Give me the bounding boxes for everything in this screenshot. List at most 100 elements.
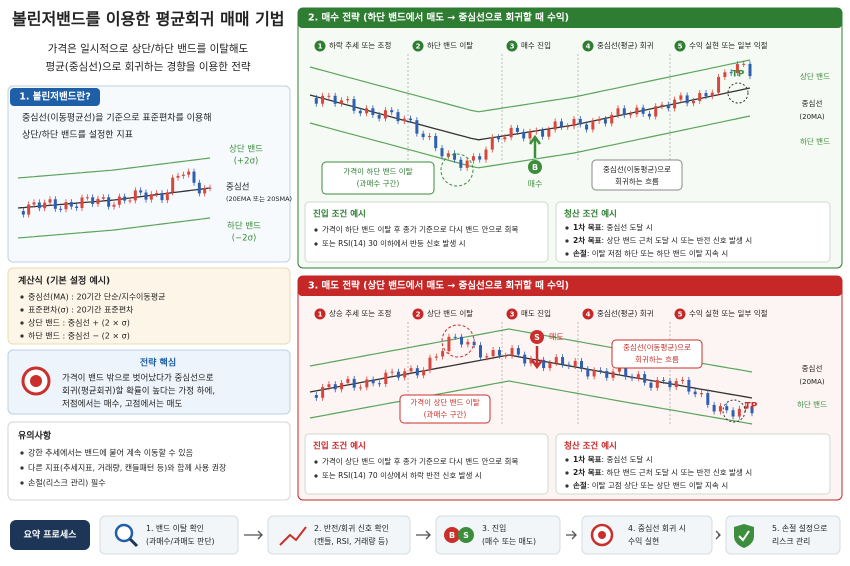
candle: [460, 336, 464, 345]
candle: [554, 357, 558, 364]
bullet: [314, 460, 318, 464]
step-num-bg: [674, 308, 686, 320]
candle: [729, 72, 733, 74]
arrow: [530, 346, 544, 370]
label: S: [534, 333, 540, 342]
bullet: [565, 471, 569, 475]
candle: [553, 121, 557, 130]
box: [7, 421, 291, 501]
section-title: 3. 매도 전략 (상단 밴드에서 매도 → 중심선으로 회귀할 때 수익): [308, 280, 569, 292]
step-num-bg: [506, 40, 518, 52]
box: [7, 349, 291, 415]
exit-item: 2차 목표: 상단 밴드 근처 도달 시 또는 반전 신호 발생 시: [573, 235, 752, 245]
candle: [314, 98, 318, 104]
candle: [572, 118, 576, 127]
label: 표준편차(σ) : 20기간 표준편차: [28, 305, 134, 315]
candle: [321, 95, 325, 104]
candle: [428, 357, 432, 371]
candle: [566, 126, 570, 128]
label: (20EMA 또는 20SMA): [226, 195, 292, 203]
label: (−2σ): [232, 234, 257, 244]
label: 중심선(평균) 회귀: [597, 308, 654, 318]
label: 4: [586, 311, 591, 319]
box: [7, 267, 291, 345]
candle: [586, 368, 590, 377]
candle: [516, 348, 520, 355]
candle: [171, 177, 175, 193]
candle: [542, 359, 546, 369]
candle: [635, 107, 639, 115]
exit-label: 손절: [573, 248, 587, 258]
candle: [471, 156, 475, 161]
label: 2: [416, 43, 421, 51]
candle: [176, 175, 180, 178]
label: 중심선: [226, 182, 249, 193]
candle: [377, 114, 381, 119]
candle: [522, 131, 526, 139]
signal-badge: [530, 330, 544, 344]
label: 2. 반전/회귀 신호 확인: [314, 523, 389, 533]
label: 하단 밴드 : 중심선 − (2 × σ): [28, 331, 130, 341]
exit-item: 1차 목표: 중심선 도달 시: [573, 454, 653, 464]
candle: [197, 182, 201, 194]
candle: [107, 197, 111, 207]
candle: [409, 118, 413, 121]
candle: [478, 345, 482, 358]
label: (캔들, RSI, 거래량 등): [314, 536, 388, 546]
candle: [597, 119, 601, 121]
candle: [591, 120, 595, 130]
candle: [510, 348, 514, 356]
icon: [738, 530, 750, 542]
subtitle: 가격은 일시적으로 상단/하단 밴드를 이탈해도: [48, 42, 249, 55]
candle: [616, 108, 620, 115]
candle: [603, 119, 607, 124]
label: 상단 밴드: [229, 144, 263, 155]
exit-label: 2차 목표: [573, 467, 602, 477]
candle: [139, 190, 143, 193]
candle: [327, 95, 331, 97]
candle: [528, 131, 532, 139]
bullet: [20, 451, 24, 455]
candle: [559, 121, 563, 127]
candle: [112, 204, 116, 207]
candle: [403, 371, 407, 378]
label: 중심선: [802, 98, 823, 108]
label: 상단 밴드: [800, 71, 830, 81]
highlight: [722, 399, 746, 423]
label: 4: [586, 43, 591, 51]
step-num-bg: [582, 308, 594, 320]
candle: [643, 374, 647, 383]
label: B: [449, 531, 455, 540]
candle: [490, 137, 494, 150]
label: (과매수 구간): [357, 178, 400, 188]
label: 유의사항: [18, 430, 52, 442]
candle: [208, 187, 212, 189]
candle: [53, 199, 57, 209]
exit-text: : 중심선 도달 시: [602, 454, 653, 464]
label: (20MA): [799, 113, 824, 121]
candle: [339, 100, 343, 104]
candle: [649, 382, 653, 388]
highlight: [727, 82, 749, 104]
bullet: [20, 481, 24, 485]
icon: [598, 531, 606, 539]
label: S: [463, 531, 469, 540]
exit-box: [555, 433, 831, 495]
candle: [647, 113, 651, 117]
candle: [617, 367, 621, 372]
candle: [453, 153, 457, 160]
candle: [327, 384, 331, 388]
candle: [504, 355, 508, 357]
candle: [541, 130, 545, 137]
callout: [399, 394, 491, 424]
candle: [654, 106, 658, 117]
lower-band: [309, 115, 751, 169]
candle: [43, 202, 47, 209]
candle: [117, 196, 121, 205]
label: 가격이 밴드 밖으로 벗어났다가 중심선으로: [62, 373, 214, 384]
candle: [660, 104, 664, 107]
candle: [547, 129, 551, 137]
section-title: 2. 매수 전략 (하단 밴드에서 매도 → 중심선으로 회귀할 때 수익): [308, 12, 569, 24]
candle: [165, 192, 169, 201]
label: 청산 조건 예시: [564, 209, 617, 220]
